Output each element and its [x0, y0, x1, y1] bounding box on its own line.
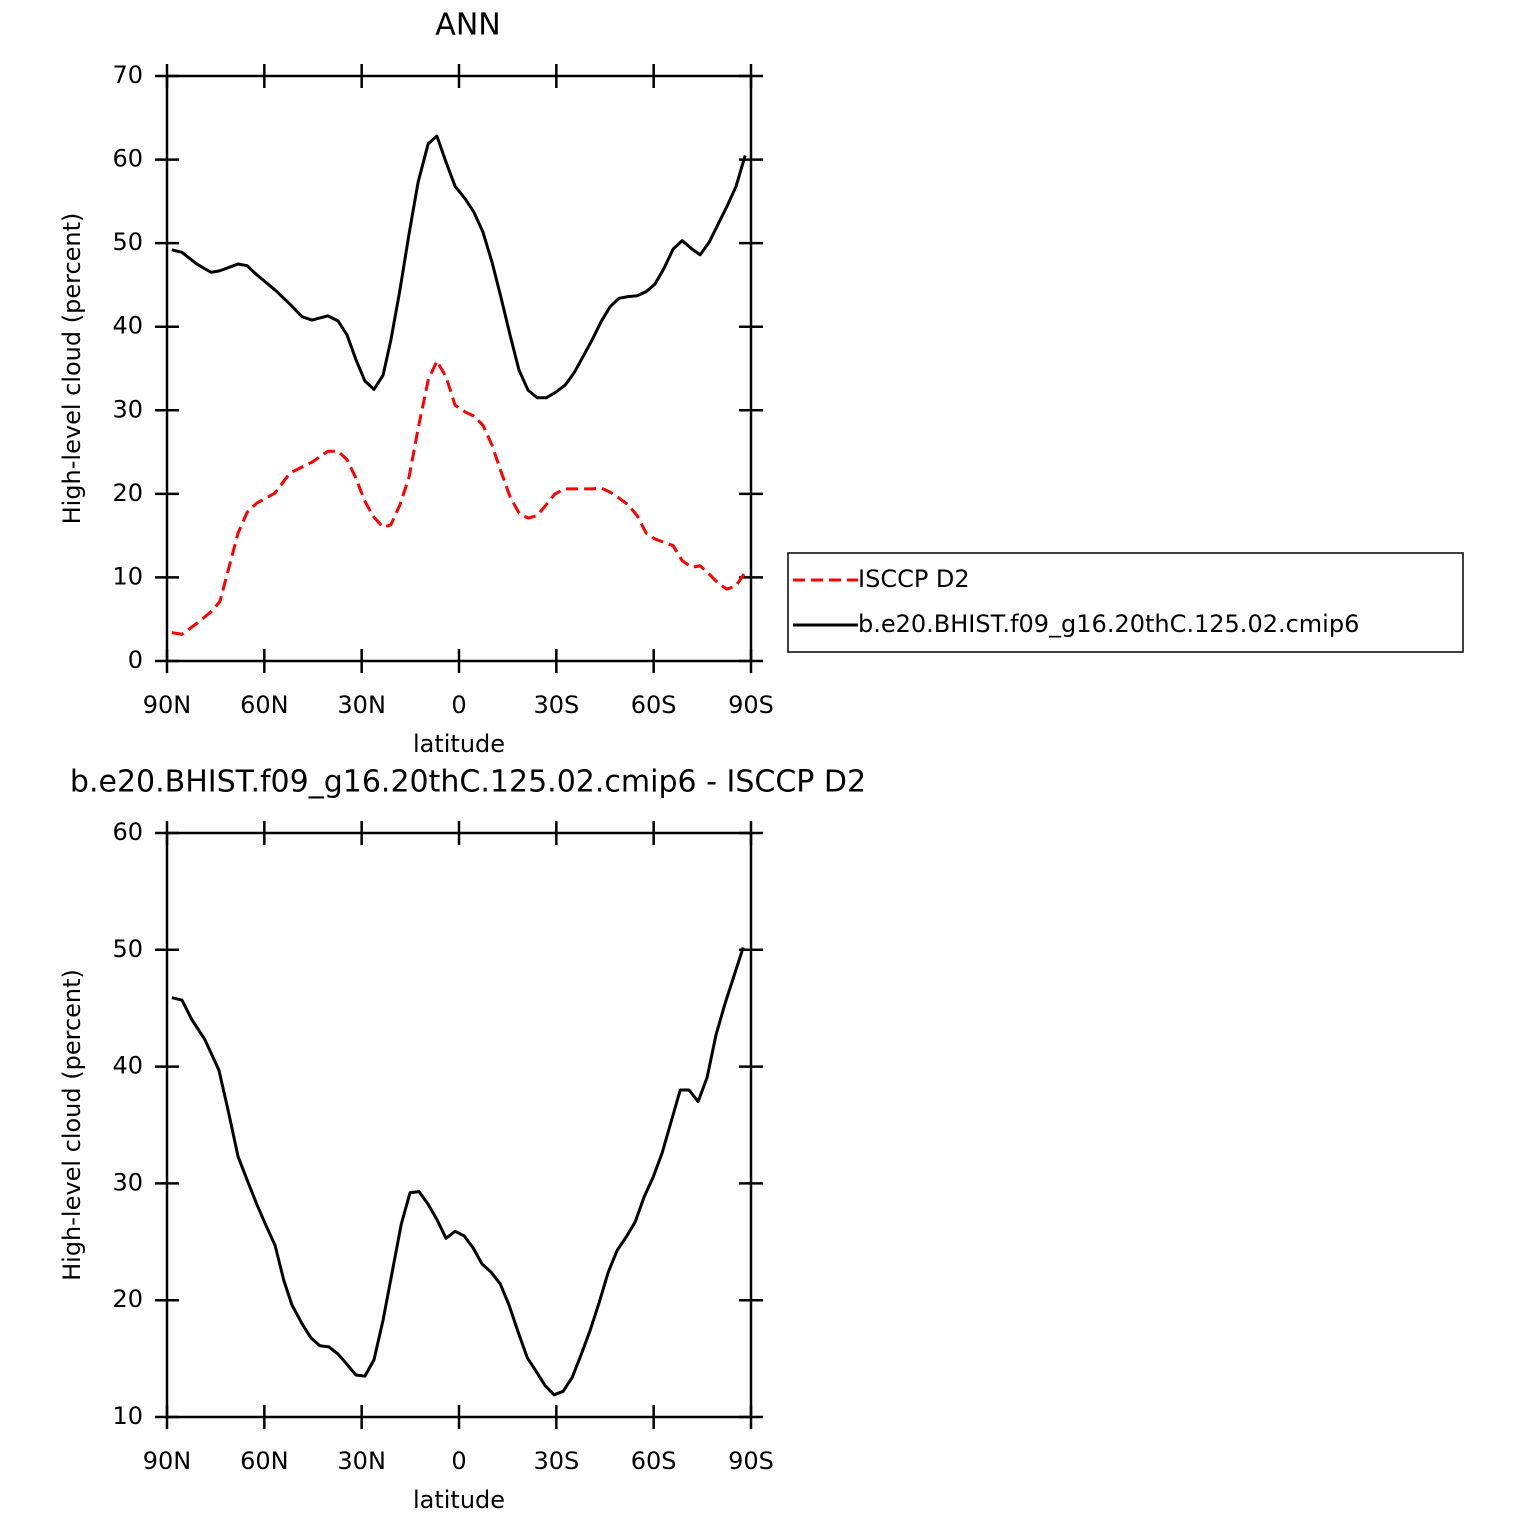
x-tick-label: 30N	[337, 1447, 386, 1475]
legend-label: b.e20.BHIST.f09_g16.20thC.125.02.cmip6	[858, 610, 1359, 638]
y-tick-label: 70	[112, 61, 143, 89]
y-tick-label: 50	[112, 935, 143, 963]
x-tick-label: 30N	[337, 691, 386, 719]
plot-frame	[165, 74, 753, 663]
x-tick-label: 60N	[240, 691, 289, 719]
chart-title: b.e20.BHIST.f09_g16.20thC.125.02.cmip6 -…	[70, 765, 866, 800]
x-tick-label: 0	[451, 691, 466, 719]
y-tick-label: 20	[112, 1285, 143, 1313]
legend-label: ISCCP D2	[858, 565, 970, 593]
plot-frame	[165, 831, 753, 1419]
x-tick-label: 0	[451, 1447, 466, 1475]
data-line	[171, 947, 745, 1397]
y-tick-label: 60	[112, 818, 143, 846]
x-axis-label: latitude	[413, 730, 505, 758]
data-line	[171, 359, 747, 636]
y-tick-label: 20	[112, 479, 143, 507]
x-axis-label: latitude	[413, 1486, 505, 1514]
legend-box	[787, 552, 1464, 653]
x-tick-label: 60N	[240, 1447, 289, 1475]
data-line	[171, 134, 747, 400]
x-tick-label: 30S	[533, 691, 579, 719]
y-tick-label: 50	[112, 228, 143, 256]
x-tick-label: 30S	[533, 1447, 579, 1475]
x-tick-label: 90N	[143, 1447, 192, 1475]
x-tick-label: 90N	[143, 691, 192, 719]
y-tick-label: 40	[112, 1052, 143, 1080]
y-axis-label: High-level cloud (percent)	[58, 213, 86, 525]
y-tick-label: 10	[112, 1402, 143, 1430]
y-tick-label: 0	[128, 646, 143, 674]
y-tick-label: 10	[112, 562, 143, 590]
x-tick-label: 60S	[631, 1447, 677, 1475]
y-tick-label: 30	[112, 395, 143, 423]
x-tick-label: 90S	[728, 691, 774, 719]
y-tick-label: 60	[112, 145, 143, 173]
x-tick-label: 60S	[631, 691, 677, 719]
x-tick-label: 90S	[728, 1447, 774, 1475]
y-tick-label: 40	[112, 312, 143, 340]
y-axis-label: High-level cloud (percent)	[58, 969, 86, 1281]
chart-title: ANN	[435, 8, 500, 43]
y-tick-label: 30	[112, 1168, 143, 1196]
